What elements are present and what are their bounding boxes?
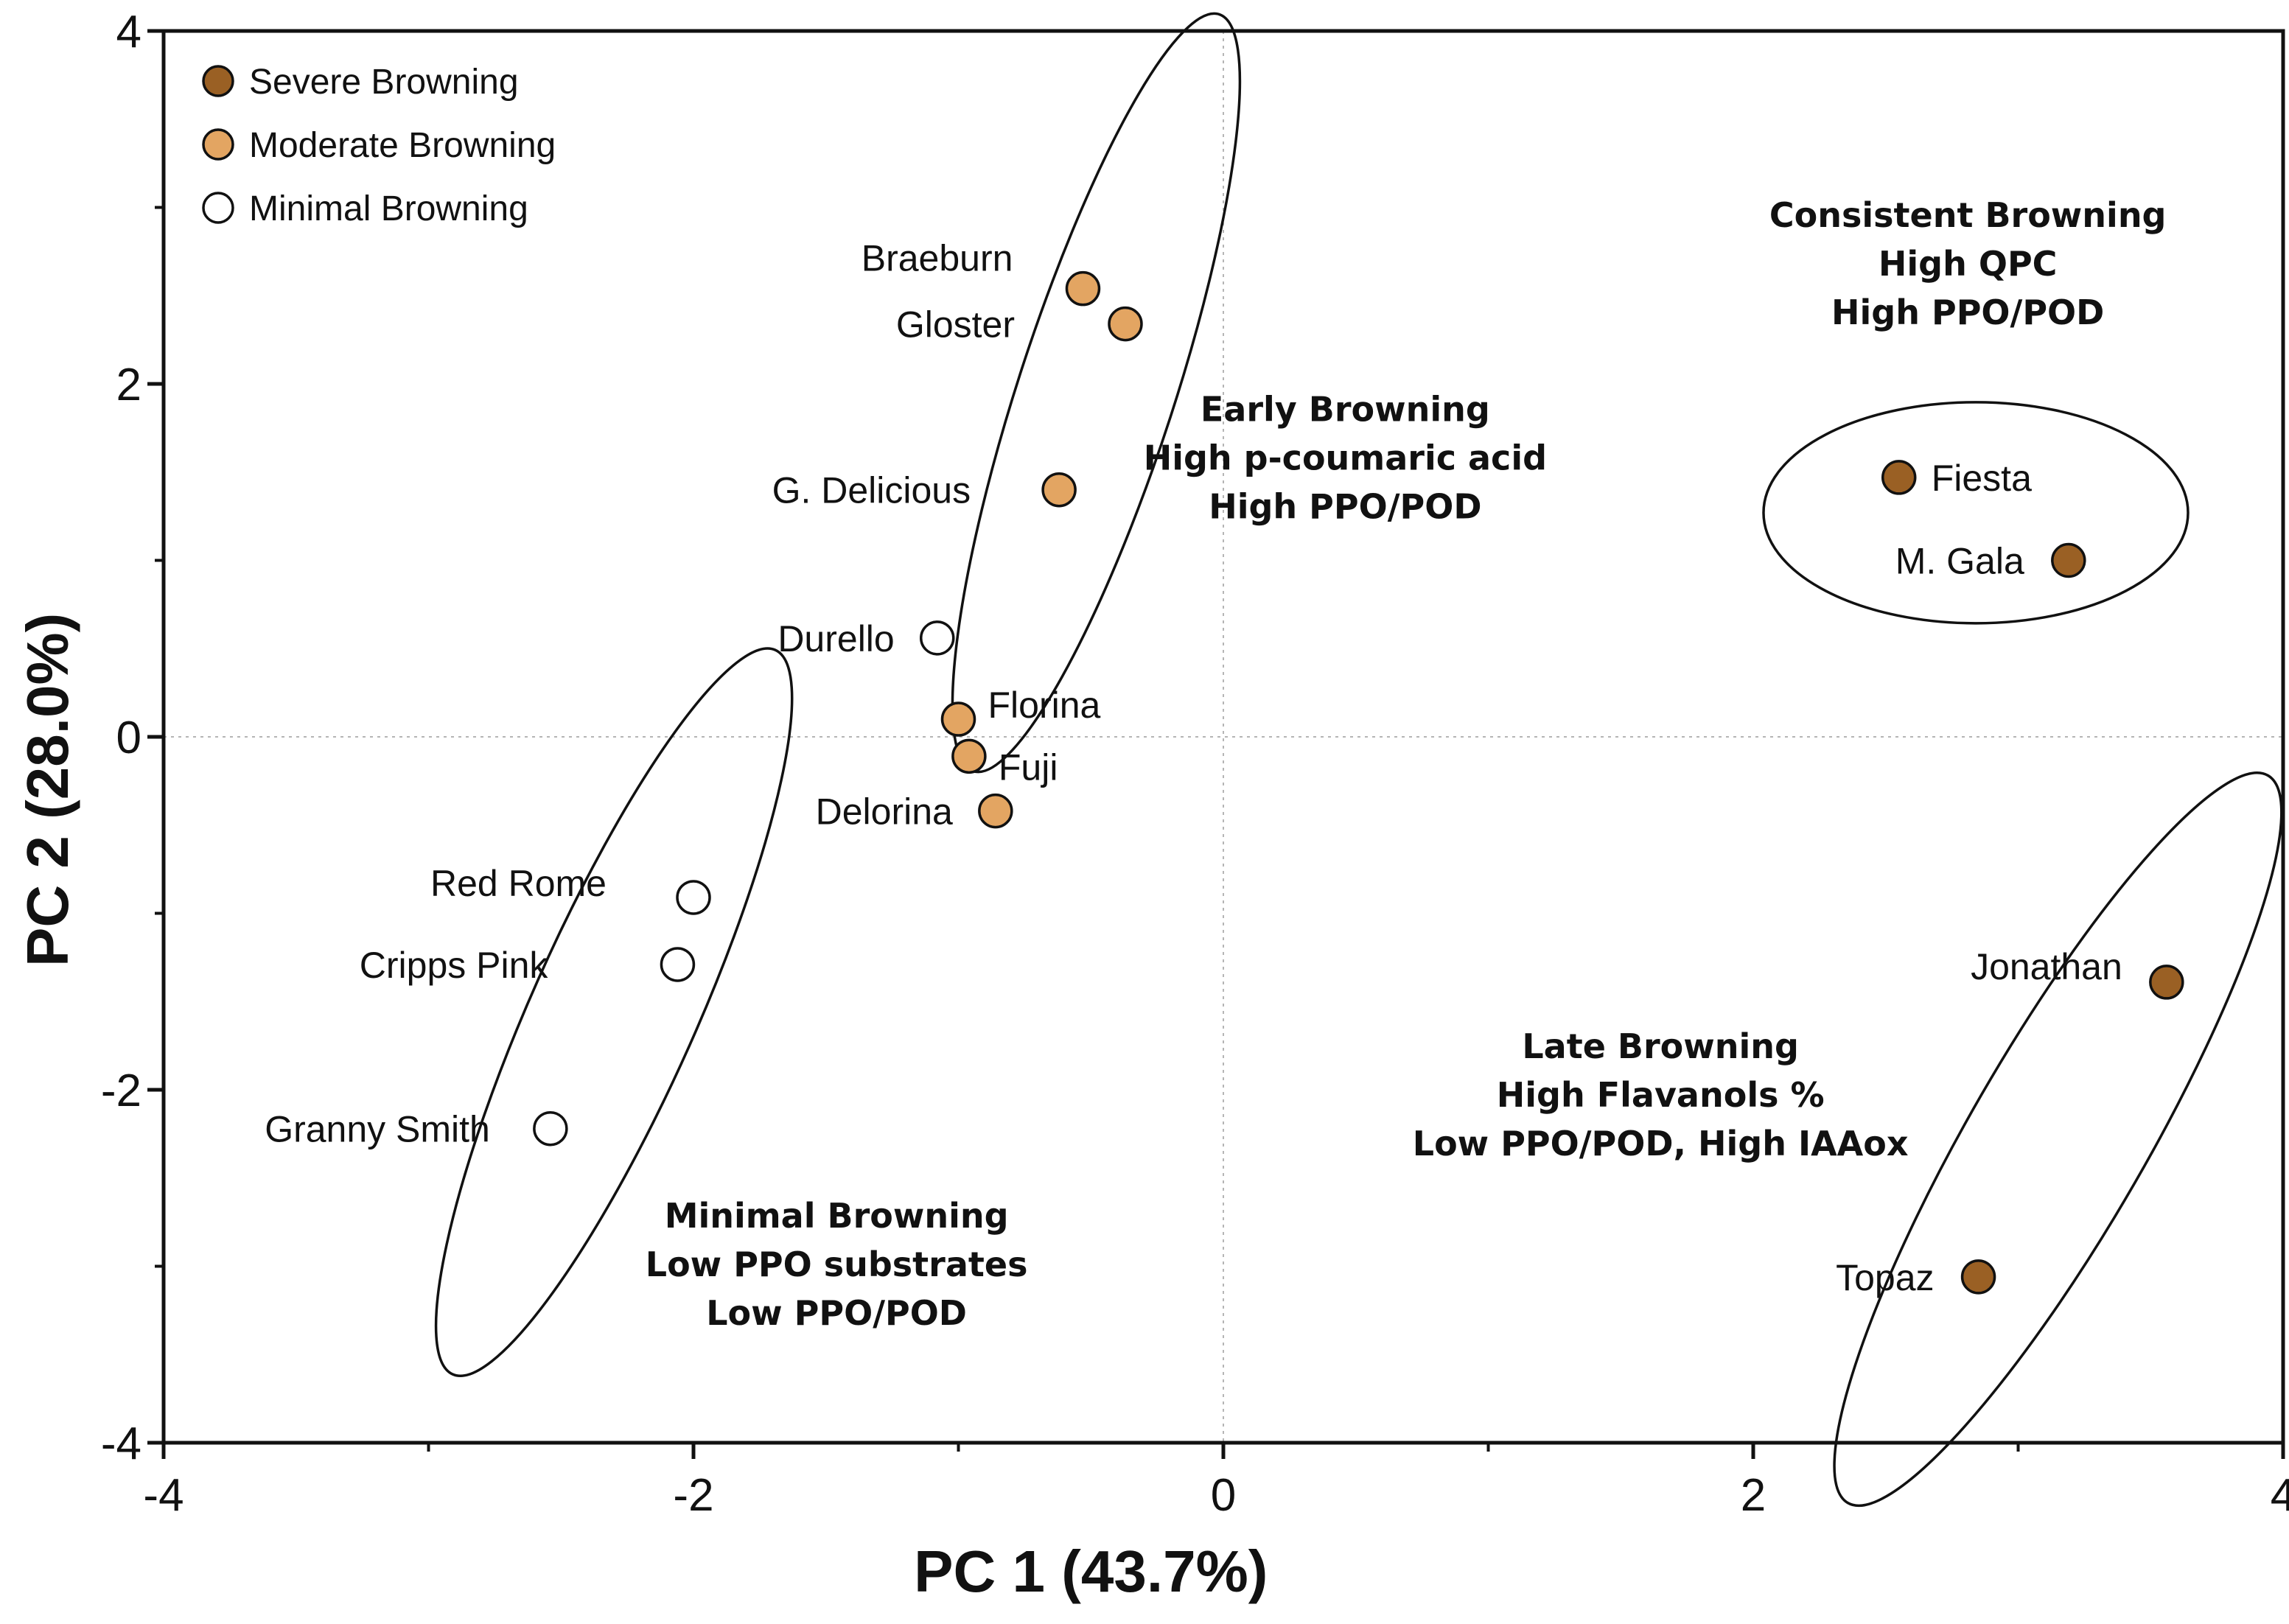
annotation-line: Low PPO/POD, High IAAox (1413, 1124, 1909, 1163)
data-point (1881, 460, 1917, 495)
point-label: G. Delicious (772, 470, 971, 511)
annotation-line: High p-coumaric acid (1144, 438, 1547, 478)
y-axis-ticks: 4 2 0 -2 -4 (101, 7, 164, 1469)
data-point (951, 738, 987, 774)
point-label: Florina (988, 685, 1101, 726)
annotation-line: Late Browning (1522, 1026, 1799, 1066)
point-label: Fuji (999, 746, 1058, 788)
legend-label: Moderate Browning (249, 126, 556, 165)
point-label: Granny Smith (265, 1109, 490, 1150)
annotation-line: Consistent Browning (1769, 195, 2167, 235)
point-label: M. Gala (1895, 541, 2024, 582)
data-point (2051, 542, 2086, 578)
legend: Severe Browning Moderate Browning Minimal … (202, 63, 556, 228)
data-point (676, 880, 711, 915)
annotation-line: High PPO/POD (1831, 293, 2104, 332)
annotation-line: Minimal Browning (665, 1196, 1009, 1236)
cluster-ellipse-minimal-browning (434, 647, 794, 1377)
y-tick-label: 2 (116, 360, 141, 410)
point-label: Cripps Pink (360, 945, 549, 986)
legend-marker (202, 192, 234, 224)
data-point (1041, 472, 1077, 508)
data-point (533, 1110, 568, 1147)
point-labels: Braeburn Gloster G. Delicious Durello Florin… (265, 238, 2122, 1298)
annotation-line: Early Browning (1201, 390, 1490, 430)
data-point (660, 947, 696, 982)
point-label: Jonathan (1971, 946, 2122, 987)
point-label: Gloster (896, 304, 1015, 346)
point-label: Topaz (1836, 1257, 1934, 1298)
x-tick-label: 0 (1211, 1470, 1236, 1521)
data-point (1065, 270, 1101, 307)
annotation-line: Low PPO/POD (706, 1293, 967, 1333)
legend-marker (202, 65, 234, 97)
annotation-line: High Flavanols % (1497, 1075, 1825, 1115)
x-axis-ticks: -4 -2 0 2 4 (143, 1443, 2289, 1521)
y-tick-label: 0 (116, 713, 141, 763)
y-tick-label: -2 (101, 1065, 141, 1116)
annotation-line: Low PPO substrates (646, 1245, 1028, 1284)
x-tick-label: 2 (1741, 1470, 1766, 1521)
legend-marker (202, 128, 234, 161)
point-label: Durello (777, 618, 894, 659)
point-label: Fiesta (1932, 458, 2032, 499)
cluster-ellipse-late-browning (1833, 771, 2283, 1508)
x-tick-label: 4 (2271, 1470, 2289, 1521)
data-point (940, 701, 976, 737)
point-label: Red Rome (430, 863, 607, 904)
y-tick-label: 4 (116, 7, 141, 57)
legend-label: Severe Browning (249, 63, 519, 102)
x-tick-label: -2 (673, 1470, 713, 1521)
data-point (919, 620, 955, 656)
legend-label: Minimal Browning (249, 189, 528, 228)
data-point (2149, 965, 2184, 1000)
point-label: Braeburn (862, 238, 1013, 279)
data-points (533, 270, 2184, 1295)
y-tick-label: -4 (101, 1418, 141, 1469)
data-point (978, 793, 1013, 829)
cluster-annotations: Consistent Browning High QPC High PPO/POD E… (646, 195, 2167, 1333)
cluster-ellipse-consistent-browning (1762, 401, 2190, 625)
annotation-line: High QPC (1879, 244, 2058, 284)
point-label: Delorina (816, 791, 953, 833)
y-axis-title: PC 2 (28.0%) (15, 613, 80, 967)
x-axis-title: PC 1 (43.7%) (914, 1539, 1268, 1604)
annotation-line: High PPO/POD (1209, 487, 1481, 527)
x-tick-label: -4 (143, 1470, 184, 1521)
data-point (1108, 306, 1143, 342)
data-point (1960, 1259, 1996, 1295)
